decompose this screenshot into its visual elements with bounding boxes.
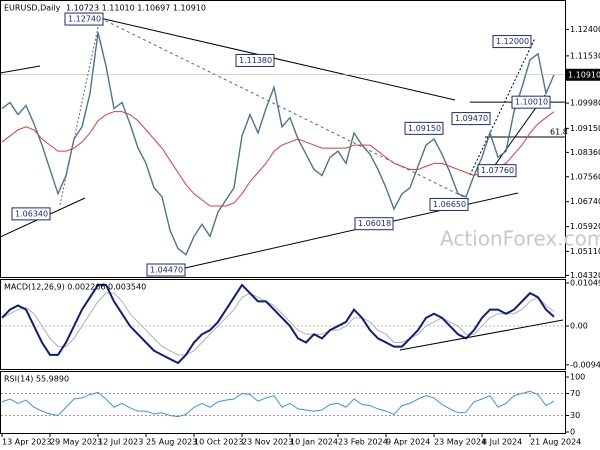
annotation-label: 1.12740 (68, 15, 101, 24)
trend-line (0, 65, 41, 74)
rsi-panel (0, 371, 566, 434)
x-tick-label: 8 Jul 2024 (482, 438, 522, 447)
annotation-label: 1.07760 (481, 166, 514, 175)
x-tick-label: 10 Oct 2023 (194, 438, 243, 447)
annotation-box (429, 197, 469, 211)
y-tick-label: 1.09150 (570, 124, 600, 133)
series-line (1, 292, 555, 356)
y-tick-label: 1.08360 (570, 148, 600, 157)
x-tick-label: 21 Aug 2024 (530, 438, 581, 447)
series-line (1, 390, 555, 418)
trend-line (99, 17, 471, 201)
annotation-label: 1.06340 (15, 209, 48, 218)
x-tick-label: 23 Feb 2024 (338, 438, 388, 447)
y-tick-label: 30 (570, 411, 580, 420)
price-panel (0, 0, 566, 278)
x-tick-label: 23 May 2024 (434, 438, 486, 447)
annotation-label: 1.09470 (455, 114, 488, 123)
y-tick-label: 70 (570, 389, 580, 398)
annotation-label: 1.12000 (496, 37, 529, 46)
y-tick-label: 0 (570, 428, 575, 437)
trend-line (469, 37, 536, 176)
trend-line (99, 17, 456, 101)
y-tick-label: 1.11530 (570, 51, 600, 60)
x-tick-label: 12 Jul 2023 (98, 438, 143, 447)
y-tick-label: 0.01049 (570, 278, 600, 287)
y-tick-label: 1.05920 (570, 222, 600, 231)
x-tick-label: 13 Apr 2023 (2, 438, 51, 447)
x-tick-label: 25 Aug 2023 (146, 438, 197, 447)
series-line (1, 111, 555, 207)
annotation-box (354, 217, 394, 231)
series-line (1, 283, 555, 365)
annotation-box (404, 121, 444, 135)
fib-label: 61.8 (550, 128, 568, 137)
chart-title: EURUSD,Daily (4, 4, 61, 13)
last-price-box (566, 68, 600, 81)
annotation-label: 1.09150 (408, 124, 441, 133)
macd-panel (0, 279, 566, 370)
annotation-box (492, 35, 532, 49)
annotation-box (451, 112, 491, 126)
y-tick-label: 0.00 (570, 322, 588, 331)
x-tick-label: 9 Apr 2024 (386, 438, 430, 447)
annotation-box (146, 263, 186, 277)
trend-line (399, 319, 564, 351)
annotation-box (235, 53, 275, 67)
annotation-label: 1.06650 (433, 200, 466, 209)
y-tick-label: 1.12400 (570, 25, 600, 34)
y-tick-label: 1.07560 (570, 172, 600, 181)
annotation-label: 1.11380 (239, 56, 272, 65)
panel-title: MACD(12,26,9) 0.002266 0.003540 (4, 283, 146, 292)
series-line (1, 32, 555, 256)
annotation-box (511, 95, 551, 109)
y-tick-label: 1.05110 (570, 247, 600, 256)
watermark: ActionForex.com (440, 227, 600, 251)
panel-title: RSI(14) 55.9890 (4, 375, 69, 384)
x-tick-label: 29 May 2023 (50, 438, 102, 447)
y-tick-label: 100 (570, 373, 585, 382)
annotation-label: 1.10010 (515, 98, 548, 107)
annotation-box (11, 207, 51, 221)
annotation-box (64, 12, 104, 26)
ohlc-values: 1.10723 1.11010 1.10697 1.10910 (66, 4, 206, 13)
y-tick-label: 1.09980 (570, 99, 600, 108)
annotation-label: 1.04470 (150, 266, 183, 275)
last-price-label: 1.10910 (568, 70, 600, 79)
y-tick-label: 1.06740 (570, 197, 600, 206)
annotation-box (477, 164, 517, 178)
x-tick-label: 10 Jan 2024 (290, 438, 338, 447)
y-tick-label: 1.04320 (570, 271, 600, 280)
y-tick-label: -0.009435 (570, 360, 600, 369)
x-tick-label: 23 Nov 2023 (242, 438, 293, 447)
annotation-label: 1.06018 (358, 219, 391, 228)
